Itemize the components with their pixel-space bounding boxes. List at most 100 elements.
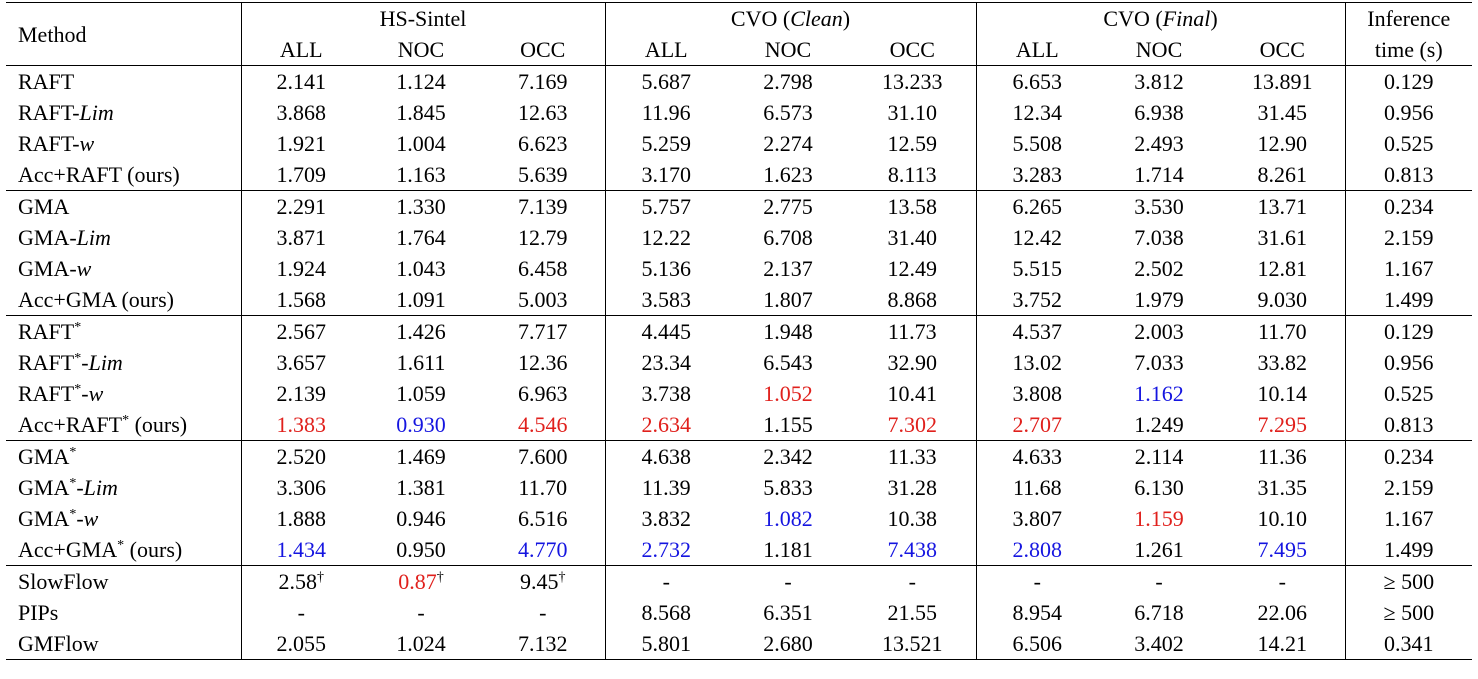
method-base: GMA	[18, 194, 70, 219]
metric-value: 2.732	[641, 537, 692, 562]
metric-value: 8.954	[1012, 600, 1063, 625]
method-name: Acc+RAFT (ours)	[6, 159, 241, 191]
method-name: RAFT	[6, 65, 241, 97]
metric-value: 1.807	[763, 287, 813, 312]
inference-time: 0.525	[1344, 378, 1473, 409]
col-header: ALL	[604, 34, 727, 66]
metric-cell: 10.14	[1220, 378, 1345, 409]
method-variant: Lim	[83, 475, 118, 500]
metric-cell: 1.921	[240, 128, 361, 159]
method-base: RAFT	[18, 350, 75, 375]
metric-cell: 8.868	[849, 284, 976, 316]
metric-value: 3.170	[641, 162, 692, 187]
method-name: PIPs	[6, 597, 241, 628]
metric-value: 2.680	[763, 631, 813, 656]
metric-cell: 31.61	[1220, 222, 1345, 253]
metric-value: 7.132	[518, 631, 568, 656]
metric-value: 7.302	[887, 412, 938, 437]
metric-cell: 1.249	[1098, 409, 1220, 441]
metric-cell: 1.162	[1098, 378, 1220, 409]
col-header: OCC	[1259, 37, 1305, 62]
metric-value: 11.39	[641, 475, 691, 500]
metric-cell: 1.261	[1098, 534, 1220, 566]
metric-cell: 1.024	[361, 628, 481, 660]
method-name: SlowFlow	[6, 565, 241, 597]
metric-cell: 2.137	[727, 253, 849, 284]
metric-cell: 5.687	[604, 65, 727, 97]
inference-time: 0.341	[1344, 628, 1473, 660]
metric-value: 2.808	[1012, 537, 1063, 562]
metric-value: 3.752	[1012, 287, 1063, 312]
group-header-cvo-clean: CVO (Clean)	[604, 2, 977, 34]
metric-cell: 2.634	[604, 409, 727, 441]
metric-value: 2.798	[763, 69, 813, 94]
method-variant: Lim	[76, 225, 111, 250]
ours-label: (ours)	[124, 537, 183, 562]
metric-value: 1.059	[396, 381, 446, 406]
metric-value: 1.155	[763, 412, 813, 437]
method-name: RAFT-Lim	[6, 97, 241, 128]
metric-cell: -	[481, 597, 605, 628]
metric-value: 2.139	[276, 381, 327, 406]
table-row: GMA 2.291 1.330 7.139 5.757 2.775 13.58 6.265 3.…	[6, 190, 1473, 222]
col-header: OCC	[889, 37, 935, 62]
metric-cell: 7.302	[849, 409, 976, 441]
metric-value: 1.082	[763, 506, 813, 531]
metric-value: 5.136	[641, 256, 692, 281]
metric-cell: 1.091	[361, 284, 481, 316]
method-base: Acc+GMA	[18, 287, 116, 312]
metric-value: 4.445	[641, 319, 692, 344]
metric-cell: 1.159	[1098, 503, 1220, 534]
metric-cell: 31.10	[849, 97, 976, 128]
metric-cell: 7.033	[1098, 347, 1220, 378]
method-base: GMA	[18, 506, 70, 531]
metric-cell: 3.807	[975, 503, 1099, 534]
metric-value: 11.73	[887, 319, 937, 344]
metric-value: 22.06	[1257, 600, 1308, 625]
metric-cell: 1.052	[727, 378, 849, 409]
metric-cell: 7.438	[849, 534, 976, 566]
metric-cell: 1.155	[727, 409, 849, 441]
method-base: GMA-	[18, 225, 77, 250]
metric-cell: 3.170	[604, 159, 727, 191]
metric-cell: 1.948	[727, 315, 849, 347]
metric-value: 4.546	[518, 412, 568, 437]
method-name: Acc+GMA* (ours)	[6, 534, 241, 566]
metric-value: 1.249	[1134, 412, 1184, 437]
metric-cell: 33.82	[1220, 347, 1345, 378]
metric-value: 7.033	[1134, 350, 1184, 375]
metric-cell: 1.426	[361, 315, 481, 347]
method-name: GMA	[6, 190, 241, 222]
metric-cell: 0.87†	[361, 565, 481, 597]
metric-cell: 6.543	[727, 347, 849, 378]
metric-value: 12.36	[518, 350, 568, 375]
metric-value: 11.70	[518, 475, 568, 500]
metric-cell: 1.568	[240, 284, 361, 316]
metric-value: 23.34	[641, 350, 692, 375]
metric-cell: -	[361, 597, 481, 628]
metric-value: 2.291	[276, 194, 327, 219]
table-row: GMA* 2.520 1.469 7.600 4.638 2.342 11.33 4.633 2…	[6, 440, 1473, 472]
inference-time: 2.159	[1344, 222, 1473, 253]
metric-cell: 0.950	[361, 534, 481, 566]
metric-cell: 5.639	[481, 159, 605, 191]
metric-cell: 7.132	[481, 628, 605, 660]
metric-value: 1.330	[396, 194, 446, 219]
method-name: GMA*-w	[18, 506, 99, 531]
method-variant: Lim	[79, 100, 114, 125]
metric-cell: 1.059	[361, 378, 481, 409]
metric-value: 1.159	[1134, 506, 1184, 531]
metric-value: 1.948	[763, 319, 813, 344]
method-name: GMFlow	[6, 628, 241, 660]
metric-cell: 7.495	[1220, 534, 1345, 566]
method-base: SlowFlow	[18, 569, 109, 594]
metric-value: 1.052	[763, 381, 813, 406]
metric-value: 1.043	[396, 256, 446, 281]
metric-value: 0.946	[396, 506, 446, 531]
metric-cell: 2.342	[727, 440, 849, 472]
metric-value: 5.639	[518, 162, 568, 187]
metric-cell: 1.709	[240, 159, 361, 191]
metric-cell: 2.274	[727, 128, 849, 159]
metric-value: 3.530	[1134, 194, 1184, 219]
inference-time: ≥ 500	[1344, 565, 1473, 597]
